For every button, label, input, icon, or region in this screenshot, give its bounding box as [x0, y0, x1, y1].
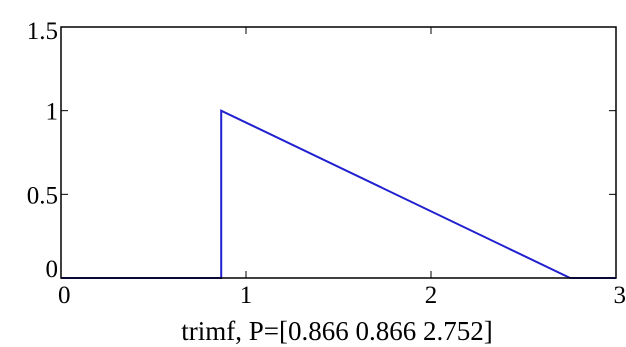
x-tick-label: 3	[614, 282, 626, 309]
x-tick-labels: 0 1 2 3	[58, 282, 626, 309]
x-axis-label: trimf, P=[0.866 0.866 2.752]	[181, 316, 492, 346]
y-tick-label: 0.5	[27, 182, 58, 209]
y-tick-label: 1.5	[27, 18, 58, 45]
ticks-layer	[60, 26, 617, 279]
y-tick-label: 1	[46, 99, 59, 126]
x-tick-label: 2	[425, 282, 438, 309]
y-tick-labels: 0 0.5 1 1.5	[27, 18, 58, 283]
x-tick-label: 0	[58, 282, 71, 309]
y-tick-label: 0	[46, 256, 59, 283]
plot-frame	[60, 26, 617, 279]
plot-area	[61, 27, 616, 278]
x-tick-label: 1	[240, 282, 253, 309]
